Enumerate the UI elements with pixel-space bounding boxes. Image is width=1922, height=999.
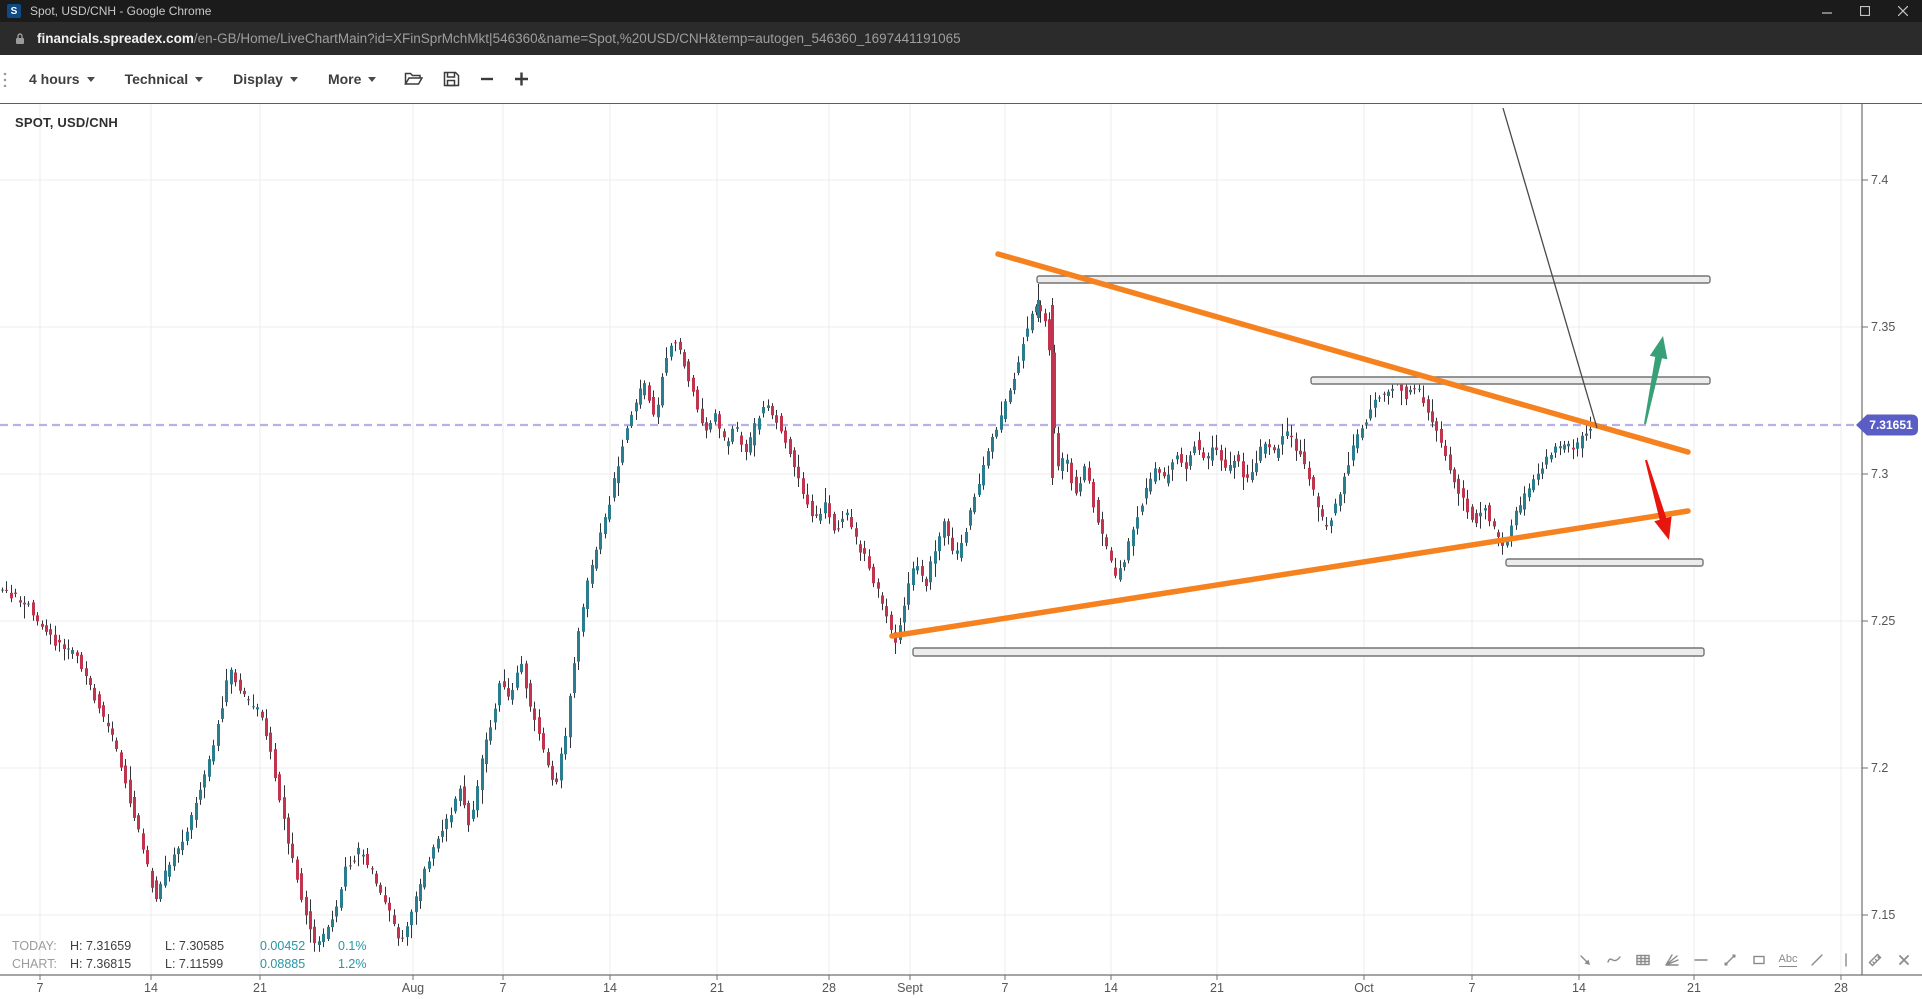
zoom-out-button[interactable] (480, 71, 494, 87)
svg-text:7: 7 (1002, 981, 1009, 995)
svg-text:7.35: 7.35 (1871, 320, 1895, 334)
technical-label: Technical (124, 71, 189, 87)
svg-text:7: 7 (1469, 981, 1476, 995)
chevron-down-icon (289, 76, 298, 86)
svg-text:14: 14 (1104, 981, 1118, 995)
vertical-line-tool-icon[interactable] (1837, 951, 1855, 969)
chart-stats-row: CHART: H: 7.36815 L: 7.11599 0.08885 1.2… (12, 955, 386, 973)
url-path: /en-GB/Home/LiveChartMain?id=XFinSprMchM… (193, 31, 961, 46)
display-label: Display (233, 71, 283, 87)
svg-text:7: 7 (37, 981, 44, 995)
svg-text:7.31651: 7.31651 (1869, 418, 1913, 432)
today-change-pct: 0.1% (338, 939, 367, 953)
svg-text:7.3: 7.3 (1871, 467, 1888, 481)
svg-text:7.4: 7.4 (1871, 173, 1888, 187)
curve-tool-icon[interactable] (1605, 951, 1623, 969)
display-dropdown[interactable]: Display (233, 71, 298, 87)
browser-titlebar: S Spot, USD/CNH - Google Chrome (0, 0, 1922, 22)
toolbar-drag-handle[interactable] (3, 71, 7, 87)
spreadex-logo-icon: S (7, 4, 21, 18)
today-stats-row: TODAY: H: 7.31659 L: 7.30585 0.00452 0.1… (12, 937, 386, 955)
more-label: More (327, 71, 362, 87)
timeframe-dropdown[interactable]: 4 hours (29, 71, 95, 87)
minimize-icon (1822, 12, 1832, 14)
svg-text:21: 21 (1687, 981, 1701, 995)
window-title: Spot, USD/CNH - Google Chrome (30, 4, 212, 18)
chart-high: H: 7.36815 (70, 957, 132, 971)
svg-text:7.25: 7.25 (1871, 614, 1895, 628)
trend-line-tool-icon[interactable] (1721, 951, 1739, 969)
svg-text:7.15: 7.15 (1871, 908, 1895, 922)
chart-stats: TODAY: H: 7.31659 L: 7.30585 0.00452 0.1… (12, 937, 386, 973)
address-bar[interactable]: financials.spreadex.com/en-GB/Home/LiveC… (0, 22, 1922, 55)
chart-symbol-label: SPOT, USD/CNH (15, 115, 119, 130)
close-button[interactable] (1884, 0, 1922, 22)
chart-change-pct: 1.2% (338, 957, 367, 971)
drawing-toolbar: Abc (1576, 951, 1913, 969)
svg-text:21: 21 (710, 981, 724, 995)
fan-lines-tool-icon[interactable] (1663, 951, 1681, 969)
zoom-in-icon (515, 72, 529, 86)
url-text[interactable]: financials.spreadex.com/en-GB/Home/LiveC… (37, 31, 961, 46)
url-domain: financials.spreadex.com (37, 31, 194, 46)
today-high: H: 7.31659 (70, 939, 132, 953)
svg-text:14: 14 (603, 981, 617, 995)
chart-change: 0.08885 (260, 957, 306, 971)
diagonal-line-tool-icon[interactable] (1808, 951, 1826, 969)
svg-text:14: 14 (144, 981, 158, 995)
close-icon (1898, 6, 1908, 16)
lock-icon[interactable] (14, 32, 26, 46)
horizontal-line-tool-icon[interactable] (1692, 951, 1710, 969)
chart-toolbar: 4 hours Technical Display More (0, 55, 1922, 104)
abc-label: Abc (1778, 953, 1798, 967)
today-change: 0.00452 (260, 939, 306, 953)
svg-text:21: 21 (1210, 981, 1224, 995)
maximize-icon (1860, 6, 1870, 16)
svg-text:21: 21 (253, 981, 267, 995)
chevron-down-icon (368, 76, 377, 86)
chart-low: L: 7.11599 (165, 957, 224, 971)
today-label: TODAY: (12, 939, 57, 953)
chevron-down-icon (86, 76, 95, 86)
svg-text:28: 28 (1834, 981, 1848, 995)
close-tools-icon[interactable] (1895, 951, 1913, 969)
minimize-button[interactable] (1808, 0, 1846, 22)
chevron-down-icon (195, 76, 204, 86)
svg-text:Aug: Aug (402, 981, 424, 995)
chart-label: CHART: (12, 957, 57, 971)
zoom-in-button[interactable] (514, 71, 529, 87)
today-low: L: 7.30585 (165, 939, 225, 953)
maximize-button[interactable] (1846, 0, 1884, 22)
svg-text:28: 28 (822, 981, 836, 995)
open-folder-button[interactable] (404, 71, 424, 87)
ruler-tool-icon[interactable] (1866, 951, 1884, 969)
rectangle-tool-icon[interactable] (1750, 951, 1768, 969)
zoom-out-icon (481, 77, 494, 81)
svg-text:14: 14 (1572, 981, 1586, 995)
pointer-arrow-icon[interactable] (1576, 951, 1594, 969)
timeframe-label: 4 hours (29, 71, 80, 87)
open-folder-icon (404, 72, 424, 85)
save-button[interactable] (443, 71, 460, 87)
svg-text:7.2: 7.2 (1871, 761, 1888, 775)
svg-text:7: 7 (500, 981, 507, 995)
grid-tool-icon[interactable] (1634, 951, 1652, 969)
save-icon (444, 71, 460, 87)
svg-text:Sept: Sept (897, 981, 923, 995)
svg-text:Oct: Oct (1354, 981, 1374, 995)
more-dropdown[interactable]: More (327, 71, 377, 87)
technical-dropdown[interactable]: Technical (125, 71, 204, 87)
text-tool-icon[interactable]: Abc (1778, 951, 1798, 969)
